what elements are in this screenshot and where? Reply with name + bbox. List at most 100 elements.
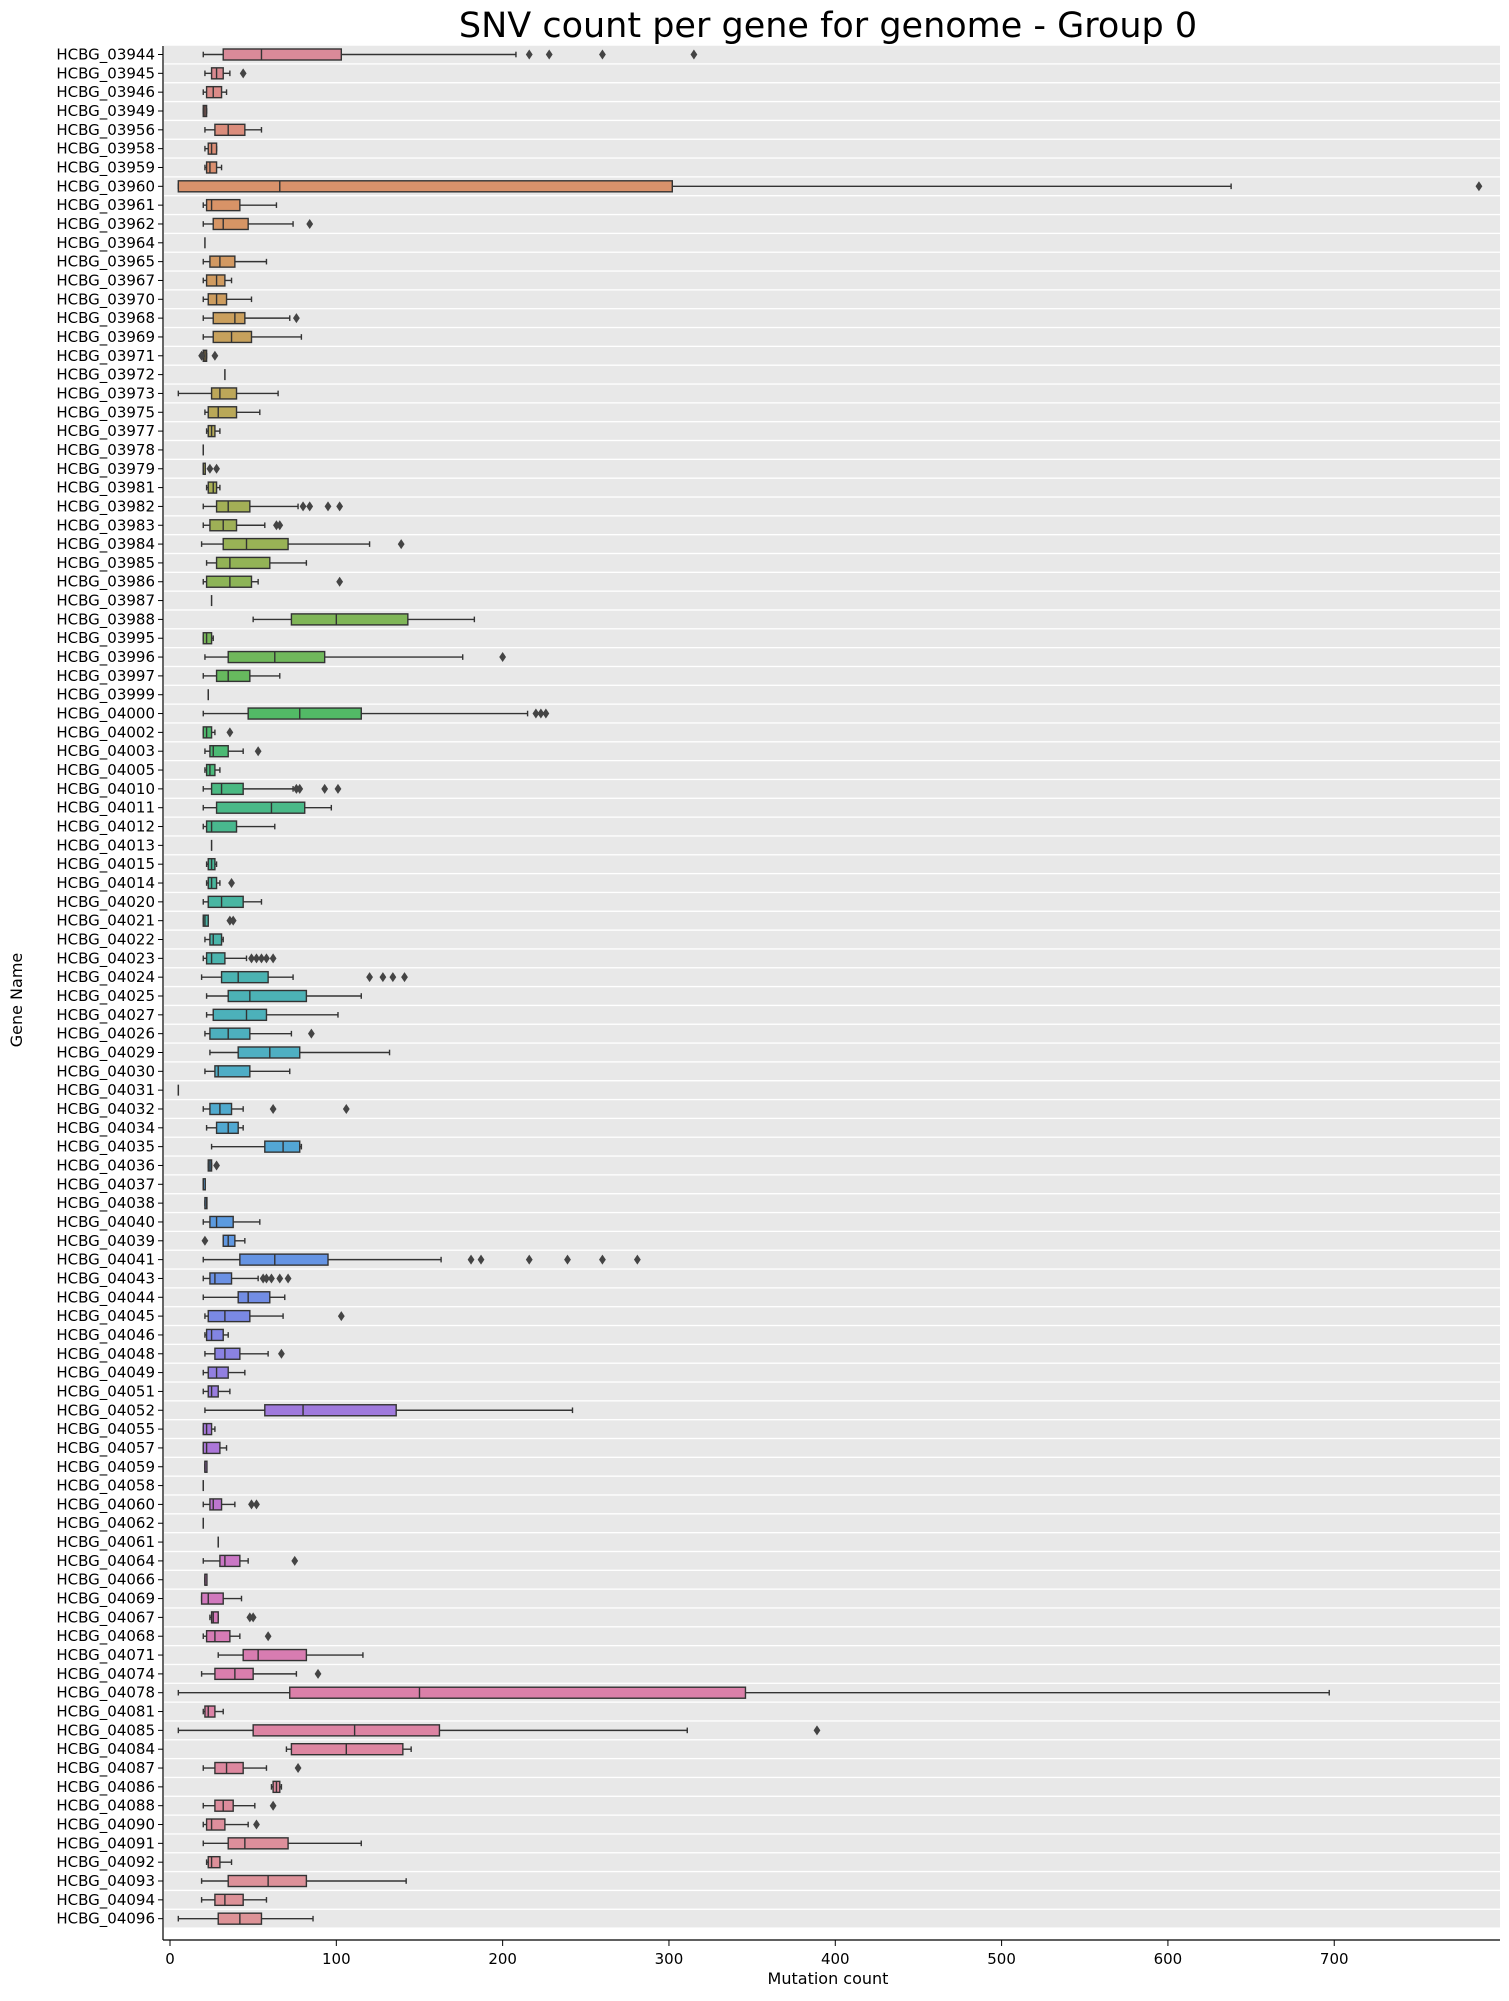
y-tick-label: HCBG_04032: [56, 1100, 155, 1119]
y-tick-label: HCBG_03999: [56, 686, 155, 705]
row-band: [164, 1740, 1500, 1758]
y-tick-label: HCBG_04068: [56, 1627, 155, 1646]
outlier-point: [342, 1103, 350, 1114]
outlier-point: [276, 520, 284, 531]
row-band: [164, 516, 1500, 534]
row-band: [164, 1269, 1500, 1288]
outlier-point: [291, 1555, 299, 1566]
gene-box-HCBG_04093: [200, 1874, 407, 1888]
iqr-box: [204, 1705, 216, 1718]
outlier-point: [198, 350, 206, 361]
iqr-box: [214, 1893, 244, 1907]
y-tick-label: HCBG_04078: [56, 1684, 155, 1703]
gene-box-HCBG_04090: [202, 1818, 260, 1831]
y-tick-label: HCBG_04074: [56, 1665, 155, 1684]
row-band: [164, 478, 1500, 497]
y-tick-label: HCBG_04043: [56, 1269, 155, 1288]
x-axis: 0 100 200 300 400 500 600 700: [163, 1939, 1500, 1968]
y-tick-label: HCBG_04045: [56, 1307, 155, 1326]
iqr-box: [219, 1554, 241, 1568]
outlier-point: [366, 972, 373, 983]
gene-box-HCBG_03983: [202, 519, 284, 532]
y-tick-label: HCBG_04023: [56, 949, 155, 968]
y-tick-label: HCBG_03949: [56, 102, 155, 121]
y-tick-label: HCBG_04046: [56, 1326, 155, 1345]
row-band: [164, 1552, 1500, 1570]
gene-box-HCBG_04012: [202, 820, 276, 833]
gene-box-HCBG_03986: [202, 575, 344, 588]
row-band: [164, 1024, 1500, 1043]
gene-box-HCBG_04085: [177, 1724, 821, 1737]
iqr-box: [210, 782, 244, 796]
iqr-box: [205, 274, 226, 287]
y-tick-label: HCBG_04086: [56, 1778, 155, 1797]
outlier-point: [389, 972, 397, 983]
iqr-box: [200, 1592, 224, 1605]
row-band: [164, 1363, 1500, 1382]
gene-box-HCBG_03967: [202, 274, 233, 287]
gene-box-HCBG_04068: [202, 1630, 272, 1643]
y-tick-label: HCBG_03995: [56, 629, 155, 648]
outlier-point: [269, 953, 277, 964]
outlier-point: [254, 746, 262, 757]
chart-title: SNV count per gene for genome - Group 0: [459, 6, 1197, 46]
y-tick-label: HCBG_04061: [56, 1533, 155, 1552]
iqr-box: [222, 1234, 236, 1247]
outlier-point: [314, 1668, 322, 1679]
iqr-box: [290, 613, 409, 626]
y-tick-label: HCBG_04087: [56, 1759, 155, 1778]
outlier-point: [564, 1254, 571, 1265]
outlier-point: [263, 953, 270, 964]
row-band: [164, 1796, 1500, 1815]
row-band: [164, 1119, 1500, 1137]
outlier-point: [306, 218, 314, 229]
iqr-box: [207, 895, 244, 909]
gene-box-HCBG_04044: [202, 1291, 286, 1304]
outlier-point: [1475, 181, 1483, 192]
y-tick-label: HCBG_03970: [56, 290, 155, 309]
y-tick-label: HCBG_04020: [56, 893, 155, 912]
row-band: [164, 572, 1500, 591]
outlier-point: [213, 463, 220, 474]
gene-box-HCBG_03949: [202, 104, 208, 118]
row-band: [164, 1872, 1500, 1890]
row-band: [164, 234, 1500, 252]
gene-box-HCBG_04041: [202, 1253, 641, 1266]
row-band: [164, 1702, 1500, 1721]
iqr-box: [202, 914, 209, 927]
gene-box-HCBG_04021: [202, 914, 237, 927]
iqr-box: [205, 763, 216, 777]
y-tick-label: HCBG_04022: [56, 931, 155, 950]
gene-box-HCBG_04052: [204, 1404, 574, 1417]
y-tick-label: HCBG_04025: [56, 987, 155, 1006]
y-tick-label: HCBG_04002: [56, 723, 155, 742]
gene-box-HCBG_04059: [204, 1460, 208, 1473]
row-band: [164, 1288, 1500, 1307]
row-band: [164, 1345, 1500, 1363]
gene-box-HCBG_04048: [204, 1347, 285, 1360]
gene-box-HCBG_03984: [200, 537, 405, 551]
y-tick-label: HCBG_04005: [56, 761, 155, 780]
y-tick-label: HCBG_04012: [56, 818, 155, 837]
gene-box-HCBG_03944: [202, 48, 698, 61]
row-band: [164, 1420, 1500, 1438]
iqr-box: [205, 1630, 231, 1643]
outlier-point: [321, 783, 329, 794]
iqr-box: [215, 669, 251, 683]
gene-box-HCBG_03977: [205, 424, 221, 438]
gene-box-HCBG_04020: [202, 895, 263, 909]
outlier-point: [336, 576, 344, 587]
iqr-box: [207, 293, 228, 306]
gene-box-HCBG_04036: [207, 1159, 220, 1172]
y-tick-label: HCBG_03983: [56, 516, 155, 535]
iqr-box: [209, 1102, 233, 1116]
gene-box-HCBG_04032: [202, 1102, 350, 1116]
y-tick-label: HCBG_03978: [56, 441, 155, 460]
y-tick-label: HCBG_03959: [56, 158, 155, 177]
gene-box-HCBG_03995: [202, 632, 214, 645]
gene-box-HCBG_04000: [202, 707, 550, 720]
row-band: [164, 328, 1500, 346]
y-tick-label: HCBG_04026: [56, 1025, 155, 1044]
